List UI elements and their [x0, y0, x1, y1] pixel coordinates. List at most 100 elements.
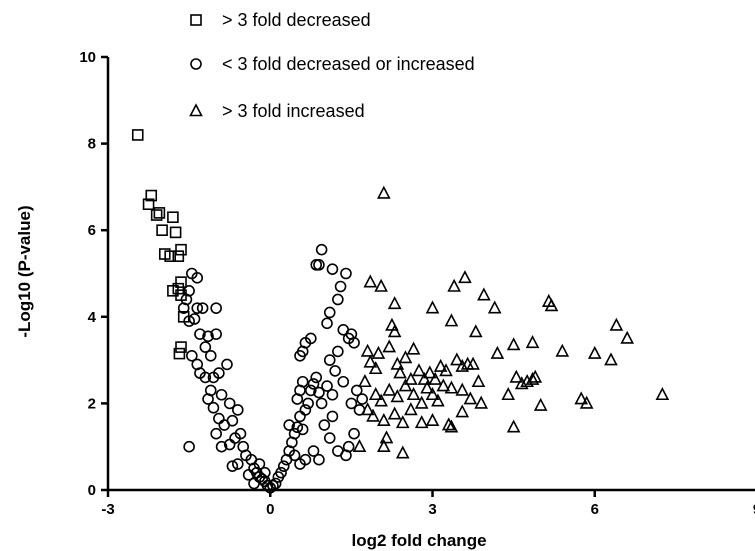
triangle-point [474, 395, 488, 409]
circle-point [283, 419, 295, 431]
square-point [169, 226, 182, 239]
circle-point [259, 466, 271, 479]
triangle-point [377, 185, 391, 199]
x-tick-label: -3 [101, 501, 114, 518]
square-point [172, 250, 185, 262]
circle-point [299, 453, 312, 466]
triangle-point [506, 337, 521, 351]
circle-point [215, 388, 228, 401]
triangle-point [655, 387, 670, 401]
triangle-point [506, 419, 521, 433]
circle-point [348, 336, 360, 349]
triangle-point [579, 395, 594, 409]
circle-point [323, 354, 336, 366]
legend: > 3 fold decreased < 3 fold decreased or … [189, 10, 475, 121]
triangle-point [514, 376, 529, 390]
triangle-point [436, 378, 451, 392]
triangle-point [441, 417, 456, 431]
square-point [173, 347, 186, 360]
triangle-point [431, 393, 445, 407]
triangle-point [398, 378, 413, 392]
triangle-point [466, 356, 480, 370]
circle-point [194, 328, 206, 340]
triangle-point [574, 391, 589, 405]
triangle-point [609, 317, 624, 331]
triangle-point [455, 404, 470, 418]
circle-point [315, 397, 328, 410]
circle-point [329, 365, 341, 377]
circle-point [334, 280, 347, 293]
triangle-point [455, 358, 470, 372]
circle-point [186, 349, 198, 362]
circle-point [199, 341, 212, 353]
triangle-point [422, 365, 437, 379]
circle-point [296, 423, 309, 436]
circle-point [307, 378, 320, 390]
circle-point [226, 414, 239, 427]
triangle-point [406, 387, 421, 401]
triangle-point [358, 374, 372, 388]
legend-label: < 3 fold decreased or increased [222, 54, 475, 74]
square-point [175, 243, 187, 256]
triangle-point [406, 341, 421, 355]
triangle-point [544, 298, 559, 312]
triangle-point [420, 380, 434, 394]
triangle-point [360, 402, 375, 416]
circle-point [199, 371, 212, 384]
triangle-point [471, 374, 486, 388]
triangle-point [395, 415, 410, 429]
triangle-point [444, 380, 459, 394]
circle-point [326, 388, 339, 401]
circle-point [210, 427, 222, 440]
circle-point [291, 421, 304, 434]
circle-point [313, 386, 325, 399]
circle-point [177, 302, 190, 314]
circle-point [294, 349, 306, 362]
circle-point [294, 410, 306, 423]
circle-point [232, 458, 244, 470]
square-point [175, 341, 187, 353]
triangle-point [374, 278, 388, 292]
circle-point [232, 404, 244, 416]
triangle-point [425, 387, 440, 401]
circle-point [291, 393, 304, 405]
legend-label: > 3 fold decreased [222, 10, 371, 30]
triangle-point [444, 313, 459, 327]
circle-point [337, 375, 350, 388]
circle-point [345, 397, 358, 410]
triangle-point [404, 371, 418, 385]
circle-point [307, 445, 320, 457]
circle-point [340, 267, 352, 280]
triangle-point [390, 389, 405, 403]
y-tick-label: 8 [88, 136, 96, 153]
circle-point [267, 479, 279, 492]
series-square [131, 129, 190, 360]
circle-point [275, 466, 287, 479]
triangle-point [509, 369, 524, 383]
circle-point [313, 259, 325, 271]
triangle-point [363, 354, 378, 368]
triangle-point [428, 371, 443, 385]
triangle-point [487, 300, 502, 314]
triangle-point [360, 343, 375, 357]
triangle-point [363, 274, 378, 288]
square-point [175, 276, 187, 288]
triangle-point [387, 296, 402, 310]
triangle-point [620, 330, 635, 344]
circle-point [323, 306, 336, 319]
y-tick-label: 10 [79, 49, 96, 66]
circle-point [223, 397, 236, 410]
triangle-point [382, 339, 397, 353]
triangle-point [463, 391, 478, 405]
triangle-point [412, 363, 426, 377]
circle-point [332, 293, 344, 306]
y-tick-label: 4 [88, 309, 97, 326]
circle-point [226, 460, 239, 472]
triangle-point [555, 343, 570, 357]
axes: -3 0 3 6 9 0 2 4 6 8 10 [79, 49, 755, 518]
triangle-point [417, 371, 432, 385]
triangle-point [395, 445, 410, 459]
triangle-point [447, 278, 461, 292]
circle-point [348, 427, 360, 440]
